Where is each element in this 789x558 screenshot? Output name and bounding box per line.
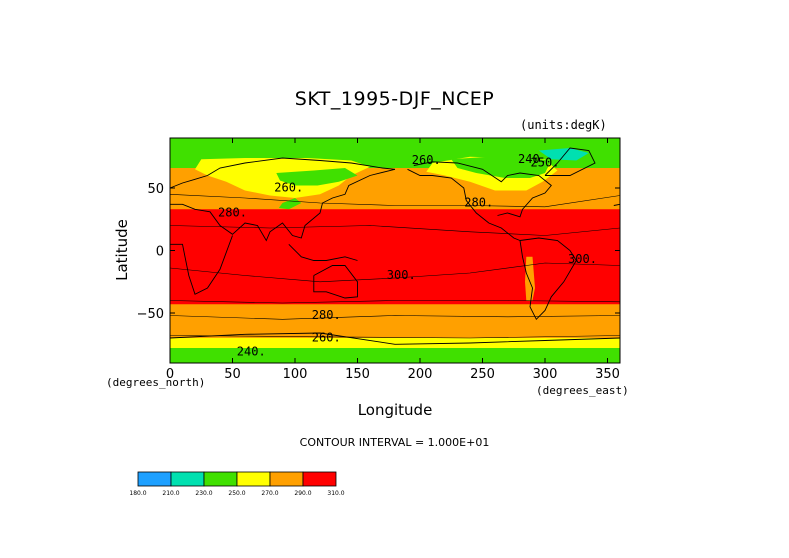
colorbar-label-5: 290.0 xyxy=(294,490,311,497)
contour-label-9: 260. xyxy=(312,331,341,345)
contour-label-4: 280. xyxy=(218,206,247,220)
y-tick-label-1: 0 xyxy=(156,245,164,260)
x-tick-label-7: 350 xyxy=(595,367,620,382)
colorbar-swatch-4 xyxy=(269,471,304,487)
colorbar-label-0: 180.0 xyxy=(129,490,146,497)
coastline-4 xyxy=(288,243,358,261)
x-tick-label-3: 150 xyxy=(345,367,370,382)
isotherm-5 xyxy=(169,225,621,236)
units-label: (units:degK) xyxy=(520,118,607,132)
coastline-5 xyxy=(407,168,521,241)
colorbar-swatch-1 xyxy=(170,471,205,487)
colorbar-label-3: 250.0 xyxy=(228,490,245,497)
isotherm-4 xyxy=(169,262,621,283)
contour-label-8: 280. xyxy=(312,308,341,322)
colorbar-label-4: 270.0 xyxy=(261,490,278,497)
band-250-antarctic xyxy=(170,338,620,348)
coastline-1 xyxy=(170,168,396,242)
x-axis-label: Longitude xyxy=(357,401,433,419)
isotherm-0 xyxy=(169,194,621,208)
contour-label-10: 240. xyxy=(237,344,266,358)
y-units-label: (degrees_east) xyxy=(536,384,629,397)
x-tick-label-0: 0 xyxy=(166,367,174,382)
x-tick-label-2: 100 xyxy=(283,367,308,382)
contour-interval-text: CONTOUR INTERVAL = 1.000E+01 xyxy=(299,436,490,449)
siberia-230-region xyxy=(276,168,358,186)
greenland-210-region xyxy=(538,148,589,161)
coastline-10 xyxy=(613,203,621,206)
colorbar-label-2: 230.0 xyxy=(195,490,212,497)
colorbar-label-6: 310.0 xyxy=(327,490,344,497)
x-tick-label-5: 250 xyxy=(470,367,495,382)
colorbar-swatch-2 xyxy=(203,471,238,487)
coastline-7 xyxy=(413,161,552,218)
coastline-2 xyxy=(170,235,233,295)
band-230-antarctic xyxy=(170,348,620,363)
contour-label-2: 240. xyxy=(518,152,547,166)
colorbar-swatch-0 xyxy=(137,471,172,487)
x-tick-label-1: 50 xyxy=(224,367,241,382)
coastline-6 xyxy=(519,237,577,321)
contour-label-7: 300. xyxy=(568,252,597,266)
colorbar-label-1: 210.0 xyxy=(162,490,179,497)
colorbar-swatch-3 xyxy=(236,471,271,487)
isotherm-2 xyxy=(169,315,621,320)
x-tick-label-4: 200 xyxy=(408,367,433,382)
x-units-label: (degrees_north) xyxy=(106,376,206,389)
chart-title: SKT_1995-DJF_NCEP xyxy=(294,88,495,110)
coastline-3 xyxy=(313,265,358,299)
x-tick-label-6: 300 xyxy=(533,367,558,382)
y-tick-label-0: 50 xyxy=(147,182,164,197)
colorbar-swatch-5 xyxy=(302,471,337,487)
isotherm-1 xyxy=(169,300,621,304)
tibet-230-region xyxy=(278,198,302,210)
contour-label-1: 260. xyxy=(412,153,441,167)
y-tick-label-2: −50 xyxy=(137,307,164,322)
band-290-tropics xyxy=(170,209,620,305)
canada-230-region xyxy=(451,156,552,178)
coastline-8 xyxy=(544,147,596,176)
isotherm-3 xyxy=(169,335,621,339)
coastline-9 xyxy=(169,332,621,345)
contour-label-6: 300. xyxy=(387,268,416,282)
coastline-0 xyxy=(169,157,396,189)
contour-label-3: 250. xyxy=(531,156,560,170)
contour-label-5: 280. xyxy=(464,196,493,210)
contour-label-0: 260. xyxy=(274,181,303,195)
